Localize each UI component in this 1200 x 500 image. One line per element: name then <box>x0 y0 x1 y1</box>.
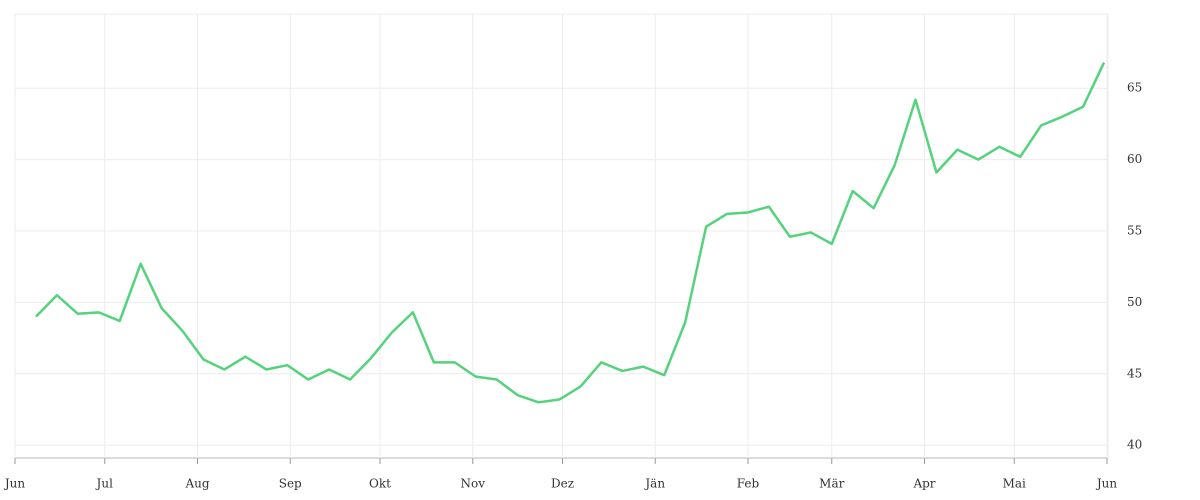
y-tick-label: 55 <box>1127 224 1142 238</box>
x-tick-label: Mai <box>1003 477 1026 491</box>
x-tick-label: Aug <box>184 477 209 491</box>
y-tick-label: 40 <box>1127 438 1142 452</box>
line <box>35 62 1106 404</box>
x-tick-label: Nov <box>460 477 485 491</box>
x-tick-label: Jän <box>643 477 665 491</box>
x-tick-label: Sep <box>279 477 302 491</box>
x-tick-label: Okt <box>369 477 391 491</box>
x-tick-label: Dez <box>551 477 574 491</box>
y-tick-label: 50 <box>1127 295 1142 309</box>
x-tick-label: Jun <box>1095 477 1118 491</box>
x-tick-label: Jun <box>3 477 26 491</box>
y-tick-label: 65 <box>1127 81 1142 95</box>
x-tick-label: Feb <box>737 477 760 491</box>
x-tick-label: Apr <box>912 477 935 491</box>
y-tick-label: 60 <box>1127 152 1142 166</box>
x-tick-label: Jul <box>95 477 114 491</box>
x-tick-label: Mär <box>819 477 844 491</box>
plot-frame <box>14 13 1109 459</box>
y-tick-label: 45 <box>1127 366 1142 380</box>
